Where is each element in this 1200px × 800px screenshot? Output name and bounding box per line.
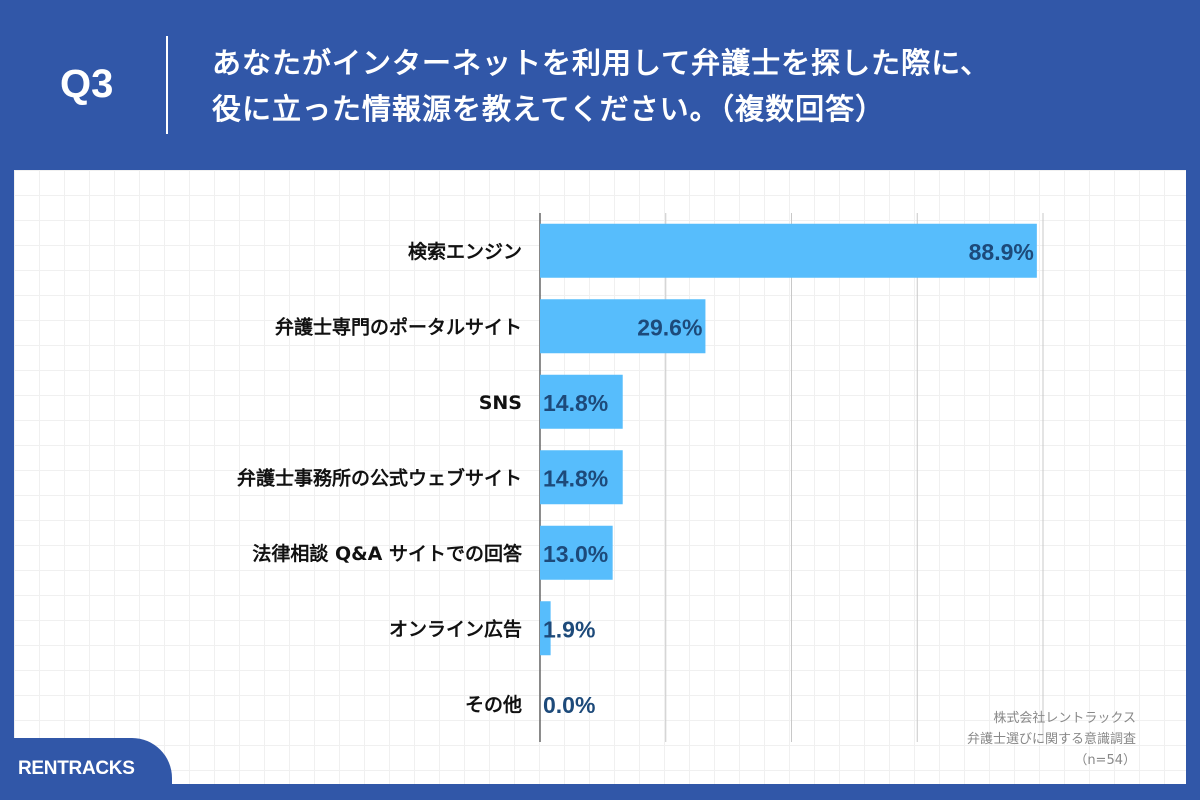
data-label: 29.6% (637, 314, 702, 340)
bar (540, 223, 1037, 278)
question-number: Q3 (60, 62, 114, 106)
data-label: 88.9% (969, 239, 1034, 265)
rentracks-logo: RENTRACKS (0, 738, 172, 800)
source-survey: 弁護士選びに関する意識調査 (966, 732, 1136, 747)
category-label: 法律相談 Q&A サイトでの回答 (252, 542, 523, 565)
data-label: 13.0% (543, 541, 608, 567)
source-company: 株式会社レントラックス (993, 711, 1136, 726)
logo-text: RENTRACKS (18, 758, 135, 779)
bar (540, 601, 551, 656)
title-line-2: 役に立った情報源を教えてください。（複数回答） (212, 92, 886, 126)
category-label: オンライン広告 (389, 617, 522, 640)
bar (540, 299, 706, 354)
title-line-1: あなたがインターネットを利用して弁護士を探した際に、 (212, 46, 991, 80)
category-label: 弁護士事務所の公式ウェブサイト (237, 466, 522, 489)
question-title: あなたがインターネットを利用して弁護士を探した際に、 役に立った情報源を教えてく… (212, 40, 990, 132)
data-label: 1.9% (543, 616, 595, 642)
bar (540, 450, 623, 505)
data-label: 14.8% (543, 390, 608, 416)
data-label: 14.8% (543, 465, 608, 491)
bar (540, 525, 613, 580)
header-divider (166, 36, 168, 134)
category-label: 検索エンジン (408, 240, 522, 263)
category-label: 弁護士専門のポータルサイト (275, 315, 522, 338)
category-label: その他 (465, 693, 522, 716)
source-sample: （n=54） (1074, 753, 1136, 768)
source-note: 株式会社レントラックス 弁護士選びに関する意識調査 （n=54） (967, 708, 1136, 771)
data-label: 0.0% (543, 692, 595, 718)
bar (540, 374, 623, 429)
category-label: SNS (479, 392, 522, 414)
